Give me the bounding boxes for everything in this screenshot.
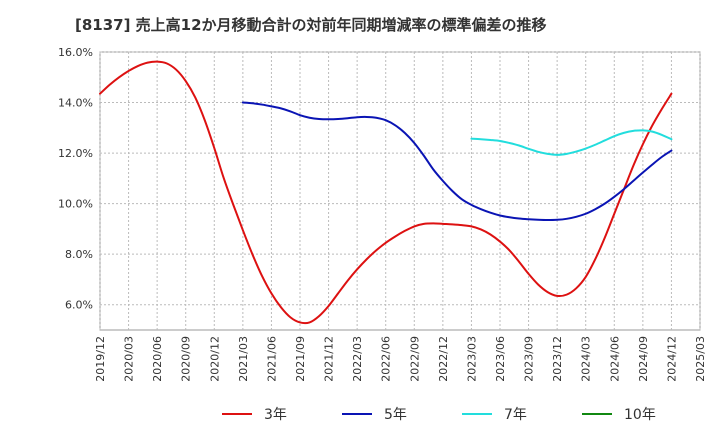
x-tick-label: 2023/09	[523, 336, 536, 382]
x-tick-label: 2020/12	[208, 336, 221, 382]
x-tick-label: 2022/09	[408, 336, 421, 382]
series-line-2	[470, 129, 673, 156]
x-tick-label: 2020/09	[180, 336, 193, 382]
x-tick-label: 2021/12	[323, 336, 336, 382]
y-tick-label: 14.0%	[58, 97, 93, 110]
x-tick-label: 2023/03	[465, 336, 478, 382]
x-tick-label: 2022/12	[437, 336, 450, 382]
series-line-0	[99, 60, 673, 325]
x-tick-label: 2019/12	[94, 336, 107, 382]
legend-label-2: 7年	[504, 407, 527, 423]
legend: 3年 5年 7年 10年	[222, 407, 656, 423]
x-tick-label: 2023/12	[551, 336, 564, 382]
series-layer	[99, 60, 673, 325]
chart-title: [8137] 売上高12か月移動合計の対前年同期増減率の標準偏差の推移	[75, 16, 547, 34]
x-tick-label: 2024/12	[665, 336, 678, 382]
legend-label-3: 10年	[624, 407, 656, 423]
x-tick-label: 2021/09	[294, 336, 307, 382]
legend-label-1: 5年	[384, 407, 407, 423]
grid-layer	[99, 51, 701, 331]
plot-area-frame	[99, 51, 701, 331]
x-tick-label: 2025/03	[694, 336, 707, 382]
x-tick-label: 2024/09	[637, 336, 650, 382]
x-tick-label: 2022/03	[351, 336, 364, 382]
x-tick-label: 2024/06	[608, 336, 621, 382]
x-tick-label: 2021/06	[265, 336, 278, 382]
y-tick-label: 6.0%	[65, 299, 93, 312]
x-tick-label: 2020/03	[123, 336, 136, 382]
y-tick-label: 12.0%	[58, 147, 93, 160]
y-tick-label: 8.0%	[65, 248, 93, 261]
x-tick-label: 2023/06	[494, 336, 507, 382]
axis-layer: 6.0% 8.0% 10.0% 12.0% 14.0% 16.0% 2019/12 2020/…	[58, 46, 707, 382]
x-tick-label: 2024/03	[580, 336, 593, 382]
x-tick-label: 2021/03	[237, 336, 250, 382]
y-tick-label: 10.0%	[58, 198, 93, 211]
series-line-1	[241, 101, 673, 222]
x-tick-label: 2020/06	[151, 336, 164, 382]
x-tick-label: 2022/06	[380, 336, 393, 382]
y-tick-label: 16.0%	[58, 46, 93, 59]
legend-label-0: 3年	[264, 407, 287, 423]
